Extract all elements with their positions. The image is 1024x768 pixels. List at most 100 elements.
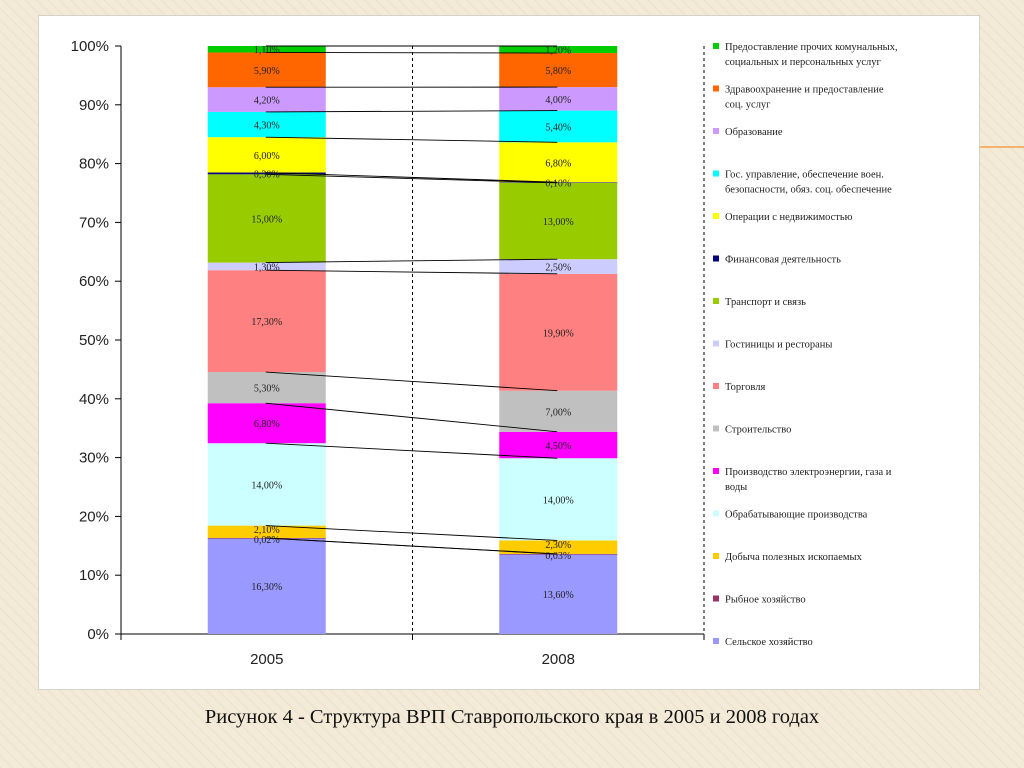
legend-label: Операции с недвижимостью [725,212,853,223]
legend-swatch [713,43,719,49]
legend-swatch [713,638,719,644]
x-category-label: 2008 [542,651,575,668]
data-label: 5,90% [254,66,280,77]
legend-swatch [713,213,719,219]
bars-layer [207,46,618,634]
y-tick-label: 90% [79,97,109,114]
bar-segment [207,525,326,538]
bar-segment [499,259,618,274]
bar-segment [207,538,326,634]
data-label: 5,30% [254,384,280,395]
series-line [265,258,558,264]
y-tick-label: 50% [79,332,109,349]
y-tick-label: 30% [79,450,109,467]
series-line [265,371,558,392]
data-label: 2,10% [254,525,280,536]
decorative-accent-line [975,146,1024,148]
legend-label: Транспорт и связь [725,297,806,308]
legend-label: соц. услуг [725,100,771,111]
bar-segment [499,46,618,54]
bar-segment [207,262,326,271]
data-label: 4,50% [545,441,571,452]
bar-segment [499,142,618,183]
data-label: 15,00% [251,214,282,225]
legend-swatch [713,425,719,432]
y-tick-label: 60% [79,273,109,290]
bar-segment [499,273,618,391]
legend-label: воды [725,482,747,493]
bar-segment [499,182,618,183]
legend-swatch [713,468,719,474]
y-tick-label: 0% [87,626,109,643]
data-label: 6,80% [545,158,571,169]
legend-swatch [713,298,719,304]
data-label: 0,03% [545,551,571,562]
bar-segment [207,403,326,444]
legend-label: Образование [725,127,783,138]
legend-label: Обрабатывающие производства [725,510,868,521]
bar-segment [207,87,326,112]
data-label: 4,20% [254,96,280,107]
y-tick-label: 40% [79,391,109,408]
bar-segment [207,137,326,173]
legend-swatch [713,255,719,262]
bar-segment [499,182,618,260]
data-label: 0,10% [545,179,571,190]
y-tick-label: 20% [79,508,109,525]
series-line [265,172,558,183]
data-label: 4,00% [545,95,571,106]
legend-label: Рыбное хозяйство [725,595,806,606]
bar-segment [499,53,618,88]
x-category-label: 2005 [250,651,283,668]
legend-label: Гостиницы и рестораны [725,340,832,351]
bar-segment [207,111,326,138]
data-label: 16,30% [251,582,282,593]
bar-segment [499,458,618,541]
data-label: 14,00% [251,480,282,491]
data-label: 5,40% [545,122,571,133]
data-label: 0,30% [254,169,280,180]
bar-segment [207,174,326,263]
bar-segment [499,553,618,555]
series-line [265,269,558,275]
series-line [265,537,558,555]
data-label: 6,00% [254,151,280,162]
data-label: 19,90% [543,328,574,339]
y-tick-label: 70% [79,214,109,231]
bar-segment [499,554,618,634]
data-label: 1,30% [254,262,280,273]
chart-frame: 0% 10% 20% 30% 40% 50% 60% 70% 80% 90% 100% 2005 200… [38,15,980,690]
series-line [265,442,558,459]
series-line [265,525,558,541]
series-line [265,173,558,184]
data-label: 1,20% [545,46,571,57]
series-line [265,136,558,143]
data-label: 6,80% [254,419,280,430]
data-label: 2,30% [545,540,571,551]
legend-label: Строительство [725,425,791,436]
legend-label: Гос. управление, обеспечение воен. [725,170,884,181]
series-lines-layer [265,45,558,555]
legend-swatch [713,595,719,602]
data-label: 13,60% [543,590,574,601]
data-labels-layer: 16,30% 0,02%2,10% 14,00% 6,80% 5,30% 17,30% 1,… [251,45,573,601]
y-tick-label: 10% [79,567,109,584]
stacked-bar-chart: 0% 10% 20% 30% 40% 50% 60% 70% 80% 90% 100% 2005 200… [71,38,898,668]
legend-label: Здравоохранение и предоставление [725,85,884,96]
legend-label: безопасности, обяз. соц. обеспечение [725,185,892,196]
figure-caption: Рисунок 4 - Структура ВРП Ставропольског… [204,706,820,728]
legend-label: Добыча полезных ископаемых [725,552,863,563]
bar-segment [207,172,326,175]
legend-label: Предоставление прочих комунальных, [725,42,898,53]
bar-segment [207,443,326,526]
bar-segment [207,46,326,53]
legend-label: социальных и персональных услуг [725,57,882,68]
series-line [265,402,558,433]
data-label: 17,30% [251,317,282,328]
legend: Предоставление прочих комунальных, социал… [713,42,898,648]
data-label: 7,00% [545,407,571,418]
legend-swatch [713,85,719,92]
bar-segment [499,390,618,432]
data-label: 4,30% [254,121,280,132]
data-label: 0,02% [254,535,280,546]
